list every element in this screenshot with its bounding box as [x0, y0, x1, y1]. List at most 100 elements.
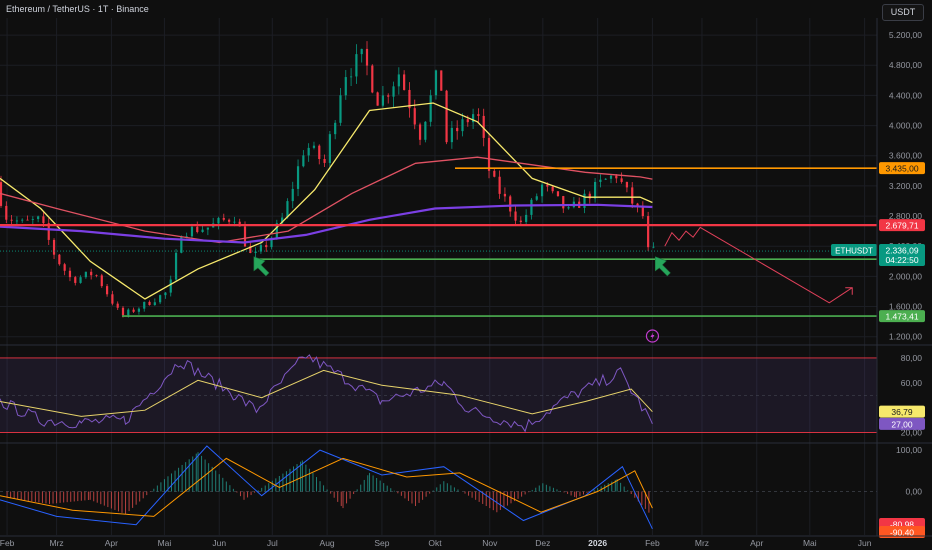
candle-body — [445, 90, 448, 143]
candles — [0, 41, 655, 318]
candle-body — [121, 307, 125, 316]
x-tick-label: Jun — [858, 538, 872, 548]
y-tick-label: 1.200,00 — [889, 332, 922, 342]
rsi-value-label-bg — [879, 417, 925, 430]
candle-body — [604, 178, 607, 180]
x-tick-label: Dez — [535, 538, 550, 548]
candle-body — [201, 229, 204, 233]
y-tick-label: 4.400,00 — [889, 90, 922, 100]
candle-body — [509, 196, 512, 212]
candle-body — [323, 158, 326, 163]
candle-body — [63, 264, 66, 271]
macd-line — [0, 445, 653, 530]
rsi-value-label: 36,79 — [891, 407, 913, 417]
candle-body — [21, 219, 24, 221]
candle-body — [153, 302, 156, 306]
candle-body — [164, 292, 167, 296]
y-tick-label: 2.000,00 — [889, 271, 922, 281]
candle-body — [493, 170, 496, 177]
candle-body — [307, 147, 310, 156]
currency-button[interactable]: USDT — [882, 4, 924, 21]
candle-body — [471, 114, 475, 123]
x-tick-label: Apr — [105, 538, 118, 548]
candle-body — [79, 277, 82, 283]
candle-body — [413, 108, 416, 125]
candle-body — [52, 239, 56, 255]
candle-body — [408, 89, 411, 109]
candle-body — [535, 196, 538, 200]
candle-body — [265, 245, 268, 248]
macd-tick-label: 100,00 — [896, 445, 922, 455]
candle-body — [583, 193, 586, 208]
candle-body — [111, 294, 114, 304]
support-arrow-icon — [253, 256, 270, 277]
candle-body — [190, 226, 194, 237]
candle-body — [599, 179, 602, 182]
candle-body — [477, 114, 480, 116]
candle-body — [440, 70, 443, 91]
rsi-signal-line — [0, 369, 653, 417]
moving-average-line — [0, 203, 653, 244]
level-price-label-bg — [879, 162, 925, 175]
moving-average-line — [0, 156, 653, 244]
candle-body — [562, 196, 565, 209]
candle-body — [355, 54, 358, 77]
candle-body — [403, 74, 406, 90]
candle-body — [296, 166, 300, 189]
candle-body — [546, 184, 549, 187]
candle-body — [636, 203, 639, 207]
x-tick-label: Okt — [428, 538, 442, 548]
candle-body — [270, 237, 273, 248]
candle-body — [609, 175, 613, 179]
projection-path — [664, 226, 853, 304]
rsi-tick-label: 60,00 — [901, 378, 923, 388]
lightning-icon — [650, 332, 655, 340]
candle-body — [625, 181, 629, 188]
rsi-value-label-bg — [879, 405, 925, 418]
candle-body — [503, 193, 507, 197]
last-price-badge-bg — [879, 244, 925, 267]
x-tick-label: Apr — [750, 538, 763, 548]
candle-body — [461, 119, 464, 132]
candle-body — [68, 270, 72, 278]
candle-body — [525, 214, 528, 222]
candle-body — [498, 176, 501, 194]
candle-body — [349, 76, 353, 78]
candle-body — [620, 178, 623, 182]
candle-body — [10, 219, 13, 221]
y-tick-label: 4.000,00 — [889, 121, 922, 131]
candle-body — [334, 122, 337, 135]
level-price-label: 2.679,71 — [885, 221, 918, 231]
candle-body — [37, 216, 40, 220]
macd-value-label-bg — [879, 525, 925, 538]
candle-body — [254, 251, 257, 254]
candle-body — [519, 220, 522, 222]
candle-body — [567, 207, 570, 209]
macd-value-label: -80,98 — [890, 520, 914, 530]
x-tick-label: Mrz — [49, 538, 63, 548]
candle-body — [31, 219, 34, 220]
candle-body — [233, 221, 236, 223]
candle-body — [424, 121, 427, 140]
rsi-line — [0, 354, 653, 433]
candle-body — [185, 236, 188, 238]
macd-histogram — [6, 452, 650, 515]
candle-body — [456, 127, 459, 132]
moving-average-line — [0, 102, 653, 300]
level-price-label: 3.435,00 — [885, 164, 918, 174]
y-tick-label: 1.600,00 — [889, 302, 922, 312]
x-tick-label: Mai — [158, 538, 172, 548]
candle-body — [466, 119, 469, 123]
candle-body — [100, 275, 103, 287]
x-tick-label: Mai — [803, 538, 817, 548]
bar-countdown-label: 04:22:50 — [885, 255, 918, 265]
candle-body — [344, 77, 347, 96]
candle-body — [217, 217, 220, 224]
rsi-tick-label: 20,00 — [901, 428, 923, 438]
candle-body — [434, 70, 438, 96]
y-tick-label: 4.800,00 — [889, 60, 922, 70]
candle-body — [275, 223, 278, 238]
candle-body — [371, 65, 374, 93]
